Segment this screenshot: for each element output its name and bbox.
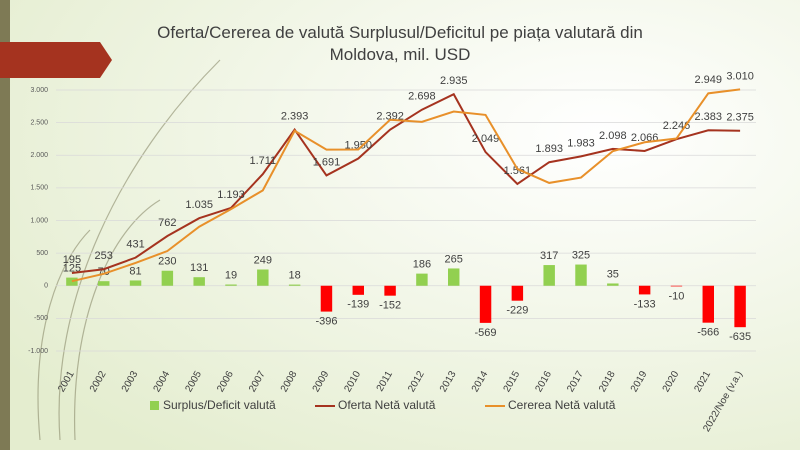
- bar-label: 249: [254, 254, 272, 266]
- bar: [161, 270, 174, 286]
- line-label: 1.691: [313, 156, 341, 168]
- bar-label: 317: [540, 250, 558, 262]
- side-band: [0, 0, 10, 450]
- decor-curves: [37, 59, 221, 441]
- bar: [543, 265, 555, 286]
- bar: [193, 277, 205, 286]
- y-tick-label: 500: [36, 250, 48, 257]
- y-tick-label: 1.500: [30, 185, 48, 192]
- bar: [416, 273, 428, 286]
- bar-label: -396: [315, 315, 337, 327]
- y-tick-label: -1.000: [28, 348, 48, 355]
- line-label: 1.193: [217, 189, 245, 201]
- bar-label: 131: [190, 262, 208, 274]
- bar-label: -139: [347, 299, 369, 311]
- y-tick-label: 3.000: [30, 87, 48, 94]
- bar-label: -635: [729, 331, 751, 343]
- line: [71, 88, 741, 283]
- line-label: 2.393: [281, 111, 309, 123]
- line-label: 1.711: [249, 155, 276, 167]
- line-label: 1.035: [185, 199, 213, 211]
- plot: -1.000 -500 0 500 1.000 1.500 2.000 2.500 3.000 2…: [28, 70, 756, 434]
- line-label: 2.935: [440, 75, 468, 87]
- legend-label: Surplus/Deficit valută: [163, 398, 276, 412]
- bar: [448, 268, 460, 286]
- bar-label: -569: [475, 327, 497, 339]
- legend-label: Oferta Netă valută: [338, 398, 436, 412]
- line-label: 253: [95, 250, 113, 262]
- bar-label: -229: [506, 305, 528, 317]
- y-tick-label: 2.000: [30, 152, 48, 159]
- bar: [511, 285, 524, 301]
- bar: [352, 285, 364, 295]
- bar-label: 186: [413, 259, 431, 271]
- bar: [66, 277, 78, 286]
- bar: [384, 285, 396, 296]
- arrow-decoration: [0, 42, 112, 78]
- line-label: 1.983: [567, 137, 595, 149]
- y-tick-label: 2.500: [30, 119, 48, 126]
- bar-label: 18: [289, 269, 301, 281]
- line-label: 2.698: [408, 91, 436, 103]
- legend-label: Cererea Netă valută: [508, 398, 616, 412]
- line-label: 1.561: [504, 165, 532, 177]
- bar: [575, 264, 587, 286]
- line-label: 762: [158, 217, 176, 229]
- bar: [320, 285, 333, 312]
- bar-label: 35: [607, 268, 619, 280]
- bar: [288, 284, 301, 286]
- bar: [734, 285, 746, 328]
- bar: [702, 285, 714, 323]
- bar: [670, 285, 683, 287]
- bar-label: 81: [129, 265, 141, 277]
- bar: [607, 283, 619, 286]
- line-label: 2.049: [472, 133, 500, 145]
- bar-label: -10: [669, 290, 685, 302]
- bar-label: -152: [379, 300, 401, 312]
- bar-label: 230: [158, 256, 176, 268]
- bar: [98, 281, 110, 286]
- y-tick-label: -500: [34, 315, 48, 322]
- bar: [257, 269, 269, 286]
- line-label: 431: [126, 239, 144, 251]
- line-label: 2.098: [599, 130, 627, 142]
- bar: [225, 284, 237, 286]
- bar-label: 19: [225, 269, 237, 281]
- bar: [479, 285, 492, 323]
- bar: [638, 285, 651, 295]
- bar-label: -133: [634, 298, 656, 310]
- line-label: 195: [63, 254, 81, 266]
- bar: [129, 280, 142, 286]
- bar-label: -566: [697, 327, 719, 339]
- line-label: 1.893: [535, 143, 563, 155]
- line-label: 2.375: [726, 112, 754, 124]
- line: [71, 92, 741, 275]
- line-label: 2.949: [695, 74, 723, 86]
- line-label: 2.383: [695, 111, 723, 123]
- chart-title: Oferta/Cererea de valută Surplusul/Defic…: [157, 23, 643, 64]
- bar-label: 265: [445, 253, 463, 265]
- legend-swatch: [150, 401, 159, 410]
- y-tick-label: 1.000: [30, 217, 48, 224]
- line-label: 3.010: [726, 70, 754, 82]
- y-tick-label: 0: [44, 283, 48, 290]
- bar-label: 325: [572, 249, 590, 261]
